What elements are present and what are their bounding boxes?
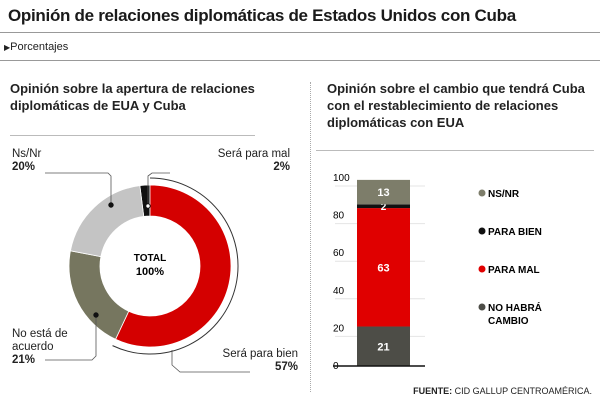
pie-title: Opinión sobre la apertura de relaciones … xyxy=(10,81,255,113)
donut-slice xyxy=(68,250,130,340)
bar-value-label: 2 xyxy=(381,202,387,213)
center-label: TOTAL xyxy=(134,253,166,264)
legend-marker xyxy=(478,303,486,311)
leader-dot xyxy=(93,312,99,318)
legend-label: PARA MAL xyxy=(488,265,540,276)
label-name: Será para mal xyxy=(217,148,290,160)
legend-label: PARA BIEN xyxy=(488,227,542,238)
donut-slice xyxy=(114,184,232,348)
leader-dot xyxy=(145,203,151,209)
divider xyxy=(0,60,600,61)
pie-label-bien: Será para bien 57% xyxy=(223,348,298,374)
y-tick-label: 40 xyxy=(333,286,345,297)
donut-slice xyxy=(69,185,145,258)
label-name: Ns/Nr xyxy=(12,148,42,160)
legend-label: NO HABRÁ xyxy=(488,301,542,314)
legend-label: NS/NR xyxy=(488,189,520,200)
triangle-right-icon: ▶ xyxy=(4,43,11,52)
label-value: 2% xyxy=(273,161,290,173)
source-text: CID GALLUP CENTROAMÉRICA. xyxy=(454,386,592,396)
pie-label-mal: Será para mal 2% xyxy=(218,148,290,174)
bar-value-label: 63 xyxy=(377,262,389,274)
divider xyxy=(0,32,600,33)
highlight-arc xyxy=(112,177,239,355)
label-value: 21% xyxy=(12,354,36,366)
y-tick-label: 100 xyxy=(333,173,350,184)
legend-label: CAMBIO xyxy=(488,316,529,327)
legend-marker xyxy=(478,189,486,197)
page-title: Opinión de relaciones diplomáticas de Es… xyxy=(8,6,516,25)
bar-segment xyxy=(357,179,410,205)
legend-marker xyxy=(478,265,486,273)
pie-label-nsnr: Ns/Nr 20% xyxy=(12,148,41,174)
y-tick-label: 20 xyxy=(333,323,345,334)
label-name: No está de acuerdo xyxy=(12,328,68,353)
unit-label: ▶Porcentajes xyxy=(4,41,68,53)
leader-line xyxy=(45,172,112,205)
bar-segment xyxy=(357,326,410,366)
source-label: FUENTE: xyxy=(413,386,453,396)
legend-marker xyxy=(478,227,486,235)
center-value: 100% xyxy=(136,266,164,278)
bar-value-label: 21 xyxy=(377,341,389,353)
leader-line xyxy=(45,315,97,361)
column-divider xyxy=(310,82,311,392)
leader-line xyxy=(171,350,250,373)
bar-segment xyxy=(357,208,410,327)
label-value: 20% xyxy=(12,161,36,173)
leader-line xyxy=(147,172,170,206)
donut-chart: TOTAL 100% xyxy=(45,172,250,373)
y-tick-label: 60 xyxy=(333,248,345,259)
pie-label-desacuerdo: No está de acuerdo 21% xyxy=(12,328,77,367)
label-value: 57% xyxy=(274,361,298,373)
bar-title: Opinión sobre el cambio que tendrá Cuba … xyxy=(327,81,585,130)
divider xyxy=(316,150,594,151)
divider xyxy=(10,135,255,136)
label-name: Será para bien xyxy=(222,348,298,360)
bar-value-label: 13 xyxy=(377,187,389,199)
bar-segment xyxy=(357,204,410,209)
y-tick-label: 80 xyxy=(333,211,345,222)
unit-text: Porcentajes xyxy=(10,41,69,53)
leader-dot xyxy=(108,202,114,208)
source-note: FUENTE: CID GALLUP CENTROAMÉRICA. xyxy=(413,386,592,396)
